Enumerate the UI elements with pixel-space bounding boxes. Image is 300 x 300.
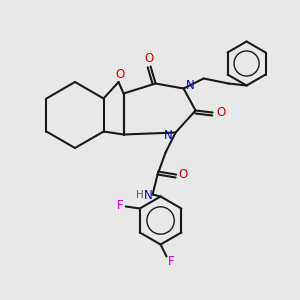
Text: O: O	[216, 106, 225, 119]
Text: N: N	[164, 129, 173, 142]
Text: H: H	[136, 190, 143, 200]
Text: N: N	[186, 79, 195, 92]
Text: N: N	[144, 189, 153, 202]
Text: F: F	[116, 199, 123, 212]
Text: O: O	[178, 168, 187, 181]
Text: F: F	[168, 255, 175, 268]
Text: O: O	[144, 52, 153, 65]
Text: O: O	[115, 68, 124, 82]
